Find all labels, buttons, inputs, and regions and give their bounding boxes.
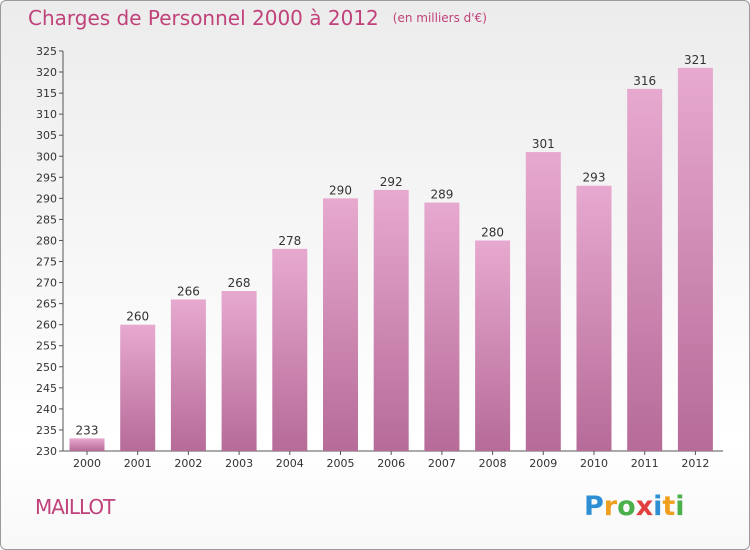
y-tick-label: 310 bbox=[36, 108, 57, 121]
data-label: 266 bbox=[177, 284, 200, 298]
bar bbox=[272, 248, 308, 451]
bar bbox=[323, 198, 358, 451]
bar bbox=[525, 152, 561, 452]
logo-letter: i bbox=[675, 491, 685, 522]
x-tick-label: 2006 bbox=[377, 457, 405, 470]
x-tick-label: 2002 bbox=[174, 457, 202, 470]
y-tick-label: 270 bbox=[36, 277, 57, 290]
y-tick-label: 250 bbox=[36, 361, 57, 374]
bar bbox=[120, 324, 156, 451]
y-tick-label: 285 bbox=[36, 213, 57, 226]
x-tick-label: 2012 bbox=[681, 457, 709, 470]
x-tick-label: 2011 bbox=[631, 457, 659, 470]
y-tick-label: 230 bbox=[36, 445, 57, 458]
bar bbox=[677, 67, 713, 451]
chart-title-text: Charges de Personnel 2000 à 2012 bbox=[28, 6, 379, 30]
commune-name: MAILLOT bbox=[35, 495, 115, 519]
bar bbox=[627, 88, 663, 451]
logo-letter: P bbox=[584, 491, 604, 522]
chart-title: Charges de Personnel 2000 à 2012 (en mill… bbox=[28, 6, 487, 30]
y-tick-label: 265 bbox=[36, 298, 57, 311]
data-label: 280 bbox=[481, 225, 504, 239]
y-tick-label: 245 bbox=[36, 382, 57, 395]
x-tick-label: 2003 bbox=[225, 457, 253, 470]
data-label: 260 bbox=[126, 310, 149, 324]
chart-subtitle: (en milliers d'€) bbox=[392, 11, 487, 25]
proxiti-logo: Proxiti bbox=[584, 491, 685, 522]
data-label: 321 bbox=[684, 53, 707, 67]
data-label: 268 bbox=[228, 276, 251, 290]
y-tick-label: 275 bbox=[36, 256, 57, 269]
data-label: 233 bbox=[76, 423, 99, 437]
y-tick-label: 255 bbox=[36, 340, 57, 353]
y-tick-label: 300 bbox=[36, 150, 57, 163]
logo-letter: r bbox=[603, 491, 618, 522]
x-tick-label: 2010 bbox=[580, 457, 608, 470]
data-label: 316 bbox=[633, 74, 656, 88]
y-tick-label: 305 bbox=[36, 129, 57, 142]
logo-letter: i bbox=[653, 491, 663, 522]
bar bbox=[424, 202, 460, 451]
y-tick-label: 280 bbox=[36, 234, 57, 247]
data-label: 278 bbox=[278, 234, 301, 248]
data-label: 301 bbox=[532, 137, 555, 151]
y-tick-label: 315 bbox=[36, 87, 57, 100]
logo-letter: t bbox=[662, 491, 676, 522]
bar bbox=[576, 185, 612, 451]
data-label: 292 bbox=[380, 175, 403, 189]
bar bbox=[221, 291, 257, 451]
y-tick-label: 240 bbox=[36, 403, 57, 416]
y-tick-label: 260 bbox=[36, 319, 57, 332]
y-tick-label: 235 bbox=[36, 424, 57, 437]
data-label: 290 bbox=[329, 183, 352, 197]
x-tick-label: 2000 bbox=[73, 457, 101, 470]
x-tick-label: 2007 bbox=[428, 457, 456, 470]
y-tick-label: 325 bbox=[36, 45, 57, 58]
logo-letter: o bbox=[617, 491, 636, 522]
logo-letter: x bbox=[635, 491, 654, 522]
data-label: 293 bbox=[583, 171, 606, 185]
chart-bars bbox=[69, 67, 713, 452]
x-tick-label: 2008 bbox=[479, 457, 507, 470]
x-tick-label: 2009 bbox=[529, 457, 557, 470]
y-tick-label: 320 bbox=[36, 66, 57, 79]
y-tick-label: 295 bbox=[36, 171, 57, 184]
bar bbox=[69, 438, 105, 451]
x-tick-label: 2004 bbox=[276, 457, 304, 470]
bar bbox=[373, 189, 409, 451]
x-tick-label: 2001 bbox=[124, 457, 152, 470]
y-tick-label: 290 bbox=[36, 192, 57, 205]
chart-axes: 230 235 240 245 250 255 260 265 270 275 280 285 290 2… bbox=[36, 45, 723, 458]
chart-labels: 2000 233 2001 260 2002 266 2003 268 2004 278 2005 2… bbox=[73, 53, 709, 470]
data-label: 289 bbox=[430, 188, 453, 202]
bar bbox=[170, 299, 206, 451]
bar bbox=[475, 240, 511, 451]
x-tick-label: 2005 bbox=[327, 457, 355, 470]
